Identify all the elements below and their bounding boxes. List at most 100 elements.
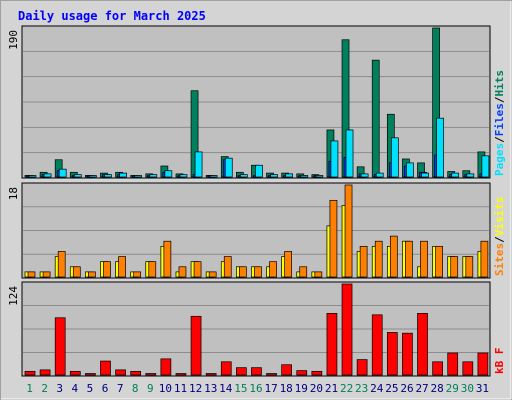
bar-pages: [149, 174, 158, 178]
x-day-label: 21: [325, 382, 338, 395]
bar-kbytes: [462, 361, 474, 376]
bar-kbytes: [371, 314, 383, 376]
bar-sites: [148, 261, 157, 278]
bar-kbytes: [39, 369, 51, 376]
x-day-labels: 1 2 3 4 5 6 7 8 9 10 11 12 13 14 15 16 17 18 19 20 21 22 23 24 2…: [26, 382, 489, 395]
bar-pages: [28, 175, 37, 178]
bar-sites: [163, 240, 172, 278]
bar-kbytes: [266, 373, 277, 376]
bar-kbytes: [341, 283, 353, 376]
x-day-label: 9: [147, 382, 154, 395]
panel-visits-sites: 18 Sites/Visits: [7, 182, 506, 279]
bar-kbytes: [190, 315, 202, 376]
bar-kbytes: [130, 370, 142, 376]
bar-hits: [371, 59, 380, 178]
bar-sites: [239, 266, 247, 278]
x-day-label: 20: [310, 382, 323, 395]
bar-sites: [374, 240, 383, 278]
x-day-label: 24: [370, 382, 384, 395]
bar-sites: [359, 245, 368, 278]
bar-kbytes: [100, 360, 111, 376]
bar-sites: [450, 256, 459, 278]
x-day-label: 10: [159, 382, 172, 395]
bar-sites: [420, 240, 428, 278]
legend-sites: Sites: [493, 243, 506, 276]
x-day-label: 15: [234, 382, 247, 395]
bar-kbytes: [417, 313, 428, 376]
bar-sites: [465, 256, 474, 278]
bar-kbytes: [24, 370, 36, 376]
bar-sites: [27, 271, 36, 278]
bar-sites: [480, 240, 489, 278]
chart-title: Daily usage for March 2025: [18, 9, 206, 23]
x-day-label: 3: [56, 382, 63, 395]
y-max-label: 18: [7, 187, 20, 200]
x-day-label: 14: [219, 382, 233, 395]
bar-pages: [134, 175, 143, 178]
bar-pages: [119, 172, 127, 178]
x-day-label: 27: [415, 382, 428, 395]
panel-kbytes: 124 kB F: [7, 281, 506, 377]
bar-sites: [314, 271, 323, 278]
legend-text: kB F: [493, 348, 506, 375]
bar-pages: [194, 151, 203, 178]
bar-pages: [360, 173, 369, 178]
x-day-label: 4: [72, 382, 79, 395]
bar-pages: [375, 172, 384, 178]
x-day-label: 22: [340, 382, 353, 395]
bar-sites: [42, 271, 51, 278]
x-day-label: 30: [461, 382, 474, 395]
bar-sites: [133, 271, 142, 278]
x-day-label: 29: [446, 382, 459, 395]
bar-pages: [390, 137, 399, 178]
x-day-label: 28: [431, 382, 444, 395]
bar-kbytes: [356, 359, 368, 376]
bar-pages: [240, 174, 248, 178]
legend-separator: /: [493, 96, 506, 103]
x-day-label: 5: [87, 382, 94, 395]
x-day-label: 13: [204, 382, 217, 395]
legend-hits: Hits: [493, 70, 506, 97]
bar-sites: [178, 266, 187, 278]
bar-pages: [436, 117, 444, 178]
bar-sites: [193, 261, 202, 278]
bar-sites: [118, 256, 126, 278]
bar-kbytes: [447, 352, 459, 376]
bar-kbytes: [85, 373, 96, 376]
legend-separator: /: [493, 236, 506, 243]
bar-pages: [466, 173, 475, 178]
bar-sites: [88, 271, 96, 278]
x-day-label: 8: [132, 382, 139, 395]
bar-kbytes: [281, 364, 292, 376]
y-max-label: 190: [7, 30, 20, 50]
bar-kbytes: [296, 370, 308, 376]
bar-kbytes: [432, 361, 443, 376]
bar-sites: [389, 235, 398, 278]
bar-pages: [209, 175, 218, 178]
bar-pages: [481, 155, 490, 178]
x-day-label: 25: [385, 382, 398, 395]
bar-sites: [57, 251, 66, 278]
x-day-label: 31: [476, 382, 489, 395]
legend-text: Sites/Visits: [493, 197, 506, 277]
bar-kbytes: [477, 352, 489, 376]
bar-kbytes: [236, 367, 247, 376]
x-day-label: 6: [102, 382, 109, 395]
bar-pages: [315, 175, 324, 178]
bar-pages: [179, 174, 188, 178]
bar-sites: [103, 261, 111, 278]
bar-sites: [435, 245, 443, 278]
x-day-label: 16: [249, 382, 262, 395]
bar-sites: [223, 256, 232, 278]
bar-pages: [406, 162, 414, 178]
x-day-label: 19: [295, 382, 308, 395]
bar-kbytes: [251, 367, 262, 376]
x-day-label: 7: [117, 382, 124, 395]
bar-sites: [329, 199, 338, 278]
legend-files: Files: [493, 103, 506, 136]
x-day-label: 18: [280, 382, 293, 395]
x-day-label: 11: [174, 382, 187, 395]
bar-pages: [255, 164, 263, 178]
